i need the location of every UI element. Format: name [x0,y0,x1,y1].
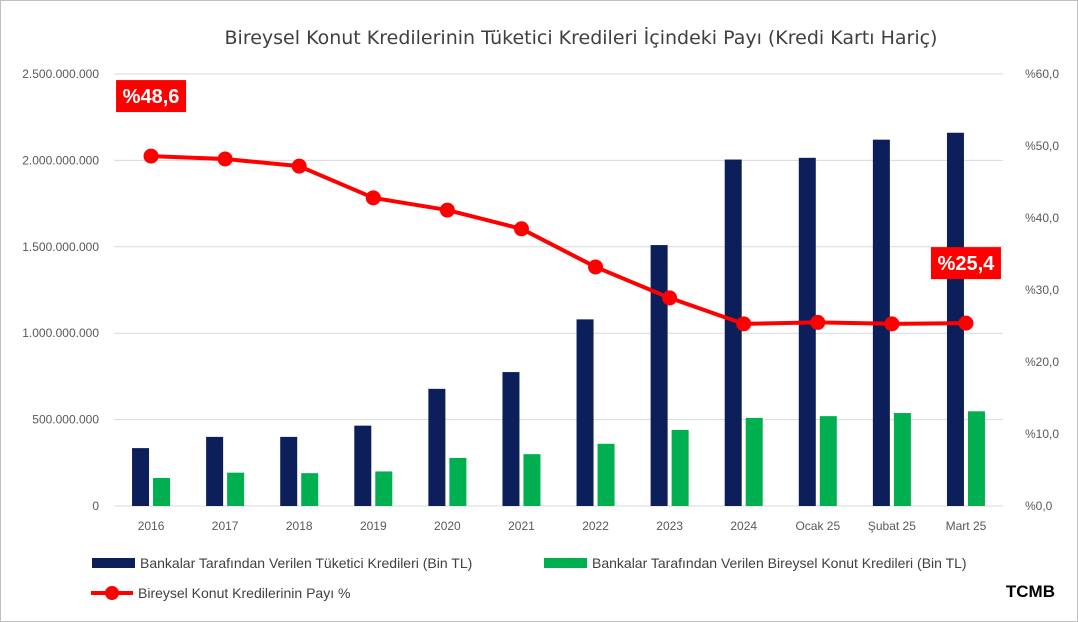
housing-credit-bar [449,457,467,506]
category-label: 2023 [656,519,683,533]
category-label: 2022 [582,519,609,533]
consumer-credit-bar [798,157,816,507]
housing-credit-bar [227,472,245,506]
callout-label: %48,6 [123,86,180,108]
housing-credit-bar [301,473,319,506]
share-line [149,154,968,326]
share-line-marker [513,221,529,237]
housing-credit-bar [597,443,615,506]
category-label: 2017 [212,519,239,533]
right-axis-tick: %0,0 [1025,499,1053,513]
category-label: 2024 [730,519,757,533]
consumer-credit-bar [354,425,372,506]
chart-title: Bireysel Konut Kredilerinin Tüketici Kre… [224,27,938,49]
share-line-marker [439,202,455,218]
consumer-credit-bar [576,319,594,506]
right-axis-tick: %10,0 [1025,427,1059,441]
left-axis-tick: 0 [92,499,99,513]
housing-credit-bar [671,429,689,506]
callout-box [930,247,1001,280]
left-axis-tick: 1.500.000.000 [22,240,99,254]
housing-credit-bar [745,417,763,506]
legend-label-housing: Bankalar Tarafından Verilen Bireysel Kon… [592,555,967,571]
legend-swatch-share-marker [105,586,119,600]
category-label: 2016 [138,519,165,533]
legend-swatch-housing [544,558,587,568]
share-line-marker [884,316,900,332]
source-label: TCMB [1005,582,1055,601]
consumer-credit-bar [132,448,150,506]
left-axis-tick: 2.500.000.000 [22,67,99,81]
legend-swatch-consumer [92,558,135,568]
consumer-credit-bar [280,436,298,506]
share-line-marker [958,315,974,331]
left-axis-tick: 1.000.000.000 [22,326,99,340]
right-axis-tick: %50,0 [1025,139,1059,153]
category-label: Ocak 25 [795,519,840,533]
callout-box [116,80,187,113]
share-line-marker [217,151,233,167]
legend-label-share: Bireysel Konut Kredilerinin Payı % [138,585,350,601]
category-label: 2021 [508,519,535,533]
consumer-credit-bar [428,388,446,506]
legend-label-consumer: Bankalar Tarafından Verilen Tüketici Kre… [140,555,472,571]
share-line-marker [662,290,678,306]
consumer-credit-bar [946,132,964,506]
left-axis-tick: 500.000.000 [32,413,99,427]
share-line-marker [143,148,159,164]
right-axis-tick: %20,0 [1025,355,1059,369]
housing-credit-bar [153,478,171,506]
right-axis-tick: %30,0 [1025,283,1059,297]
housing-credit-bar [819,416,837,506]
share-line-marker [291,158,307,174]
consumer-credit-bar [650,245,668,506]
housing-credit-bar [523,454,541,506]
share-line-marker [810,314,826,330]
housing-credit-bar [967,411,985,506]
consumer-credit-bar [502,372,520,506]
category-label: 2018 [286,519,313,533]
share-line-marker [588,259,604,275]
share-line-marker [736,316,752,332]
share-line-marker [365,190,381,206]
category-label: 2019 [360,519,387,533]
category-label: Şubat 25 [868,519,916,533]
housing-credit-bar [893,413,911,506]
consumer-credit-bar [206,436,224,506]
right-axis-tick: %40,0 [1025,211,1059,225]
consumer-credit-bar [724,159,742,506]
housing-credit-bar [375,471,393,506]
category-label: 2020 [434,519,461,533]
right-axis-tick: %60,0 [1025,67,1059,81]
category-label: Mart 25 [946,519,987,533]
callout-label: %25,4 [938,253,996,275]
left-axis-tick: 2.000.000.000 [22,153,99,167]
